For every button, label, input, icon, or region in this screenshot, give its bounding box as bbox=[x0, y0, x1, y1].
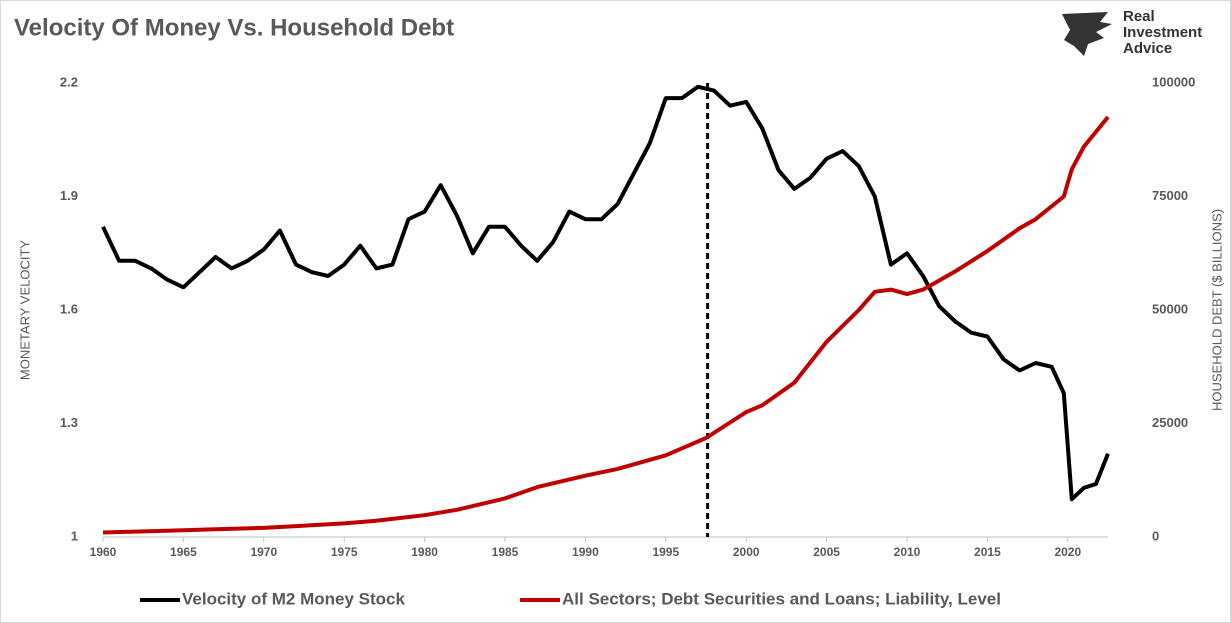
x-tick-label: 1980 bbox=[411, 545, 438, 559]
logo-text: Investment bbox=[1123, 24, 1202, 41]
x-tick-label: 1990 bbox=[572, 545, 599, 559]
x-tick-label: 2015 bbox=[974, 545, 1001, 559]
y2-tick-label: 50000 bbox=[1152, 301, 1188, 316]
series-line bbox=[101, 84, 1110, 502]
y-tick-label: 2.2 bbox=[60, 74, 78, 89]
x-tick-label: 1995 bbox=[652, 545, 679, 559]
logo-text: Advice bbox=[1123, 40, 1172, 57]
x-tick-label: 2020 bbox=[1054, 545, 1081, 559]
y-tick-label: 1 bbox=[71, 528, 78, 543]
legend-label: All Sectors; Debt Securities and Loans; … bbox=[562, 589, 1001, 608]
legend-label: Velocity of M2 Money Stock bbox=[182, 589, 405, 608]
logo: Real Investment Advice bbox=[1062, 8, 1202, 57]
y2-tick-label: 0 bbox=[1152, 528, 1159, 543]
y2-tick-label: 75000 bbox=[1152, 188, 1188, 203]
y-tick-label: 1.6 bbox=[60, 301, 78, 316]
x-tick-label: 2000 bbox=[733, 545, 760, 559]
x-tick-label: 1975 bbox=[331, 545, 358, 559]
x-tick-label: 1985 bbox=[492, 545, 519, 559]
y-axis-label: MONETARY VELOCITY bbox=[17, 240, 32, 380]
series-line bbox=[102, 115, 1110, 535]
y2-tick-label: 25000 bbox=[1152, 415, 1188, 430]
x-tick-label: 1960 bbox=[90, 545, 117, 559]
x-tick-label: 1970 bbox=[250, 545, 277, 559]
logo-text: Real bbox=[1123, 8, 1155, 25]
y-tick-label: 1.3 bbox=[60, 415, 78, 430]
x-tick-label: 1965 bbox=[170, 545, 197, 559]
chart-title: Velocity Of Money Vs. Household Debt bbox=[14, 14, 454, 41]
y2-axis-label: HOUSEHOLD DEBT ($ BILLIONS) bbox=[1209, 209, 1224, 411]
logo-icon bbox=[1062, 12, 1112, 56]
x-tick-label: 2005 bbox=[813, 545, 840, 559]
x-tick-label: 2010 bbox=[894, 545, 921, 559]
y2-tick-label: 100000 bbox=[1152, 74, 1195, 89]
y-tick-label: 1.9 bbox=[60, 188, 78, 203]
